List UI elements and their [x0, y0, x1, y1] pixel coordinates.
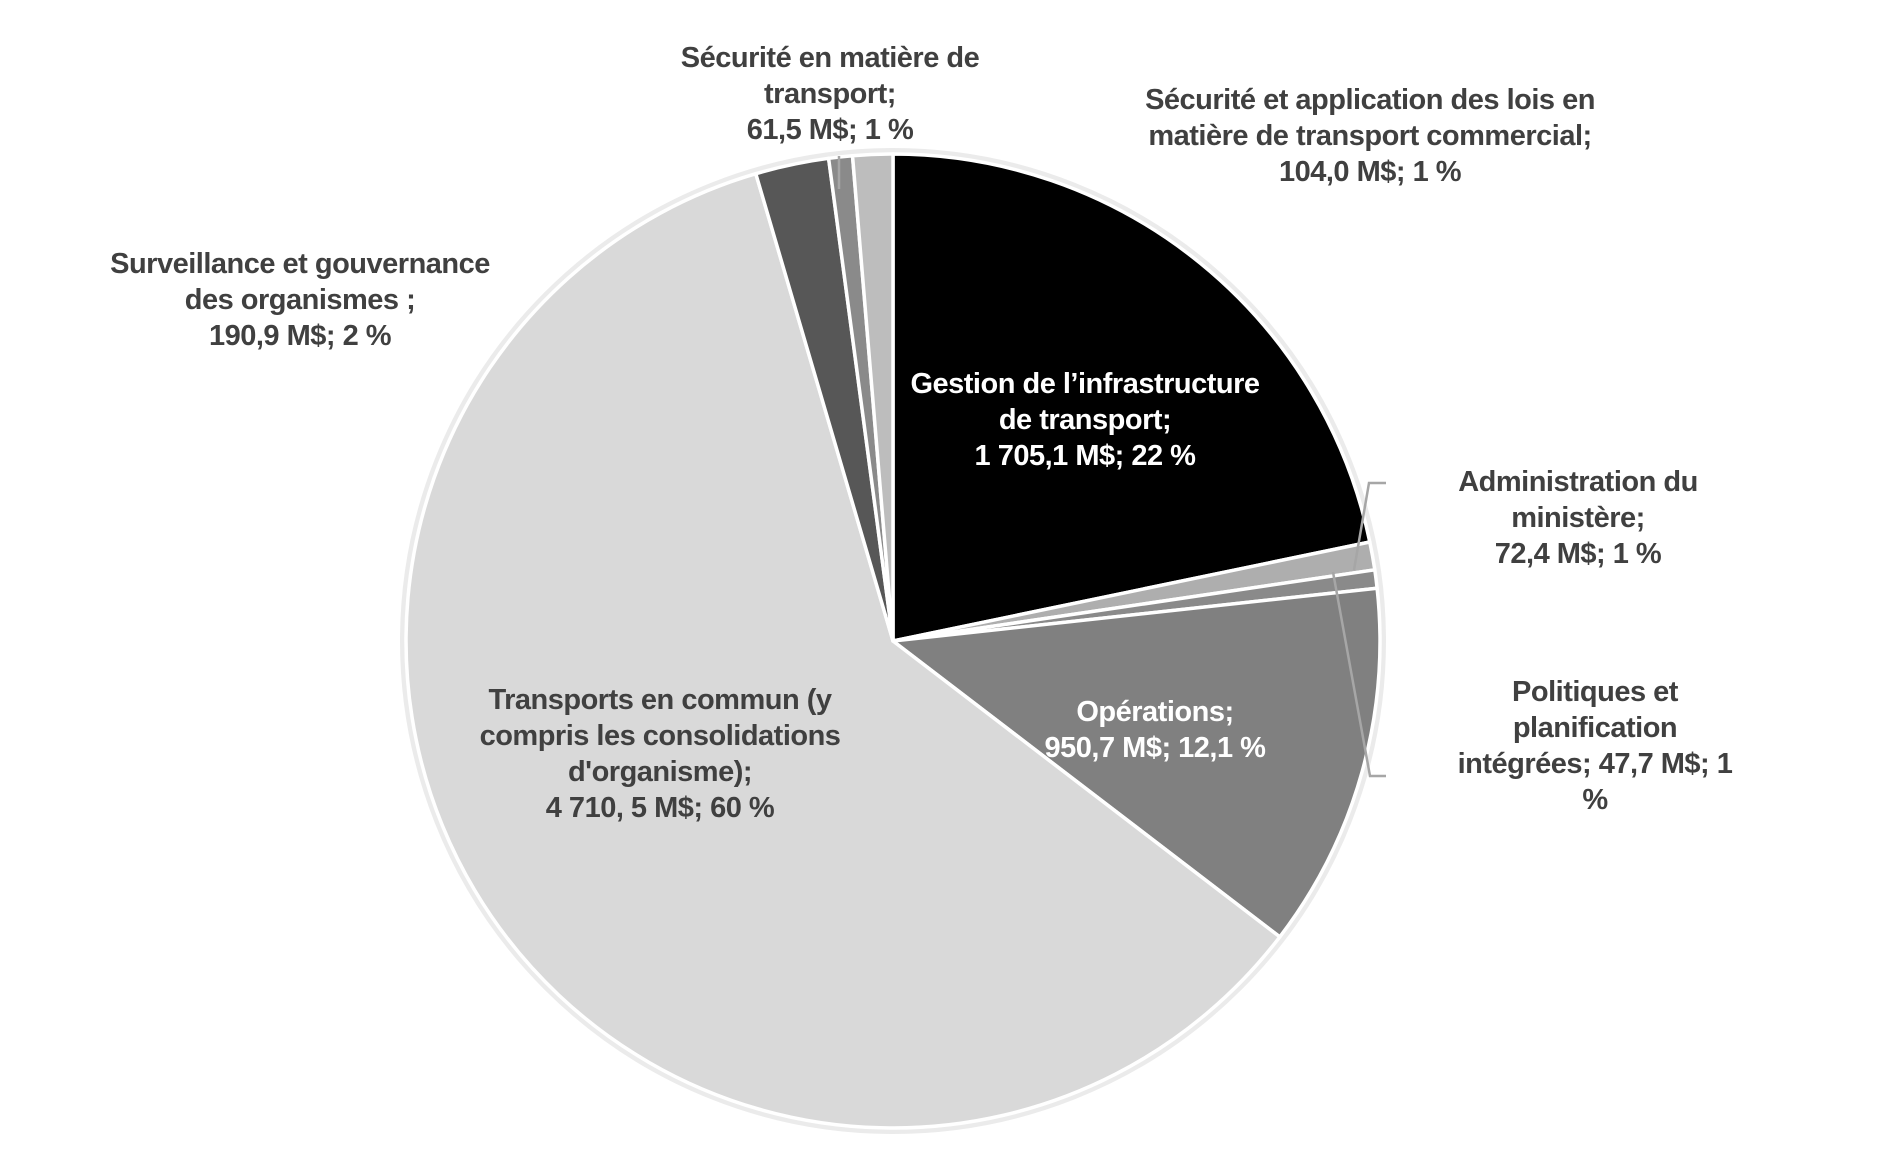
pie-slice-operations — [891, 586, 1382, 939]
pie-slice-gestion-infrastructure — [891, 152, 1372, 643]
pie-slice-securite-application-lois — [850, 152, 895, 643]
leader-line-administration-ministere — [1352, 481, 1386, 571]
leader-line-politiques-planification — [1331, 571, 1386, 778]
pie-slice-transports-en-commun — [404, 171, 1282, 1130]
